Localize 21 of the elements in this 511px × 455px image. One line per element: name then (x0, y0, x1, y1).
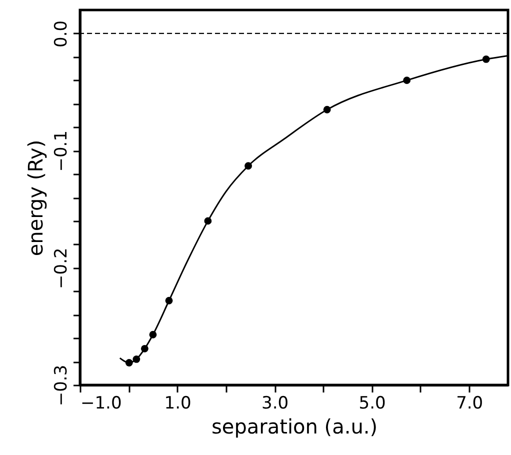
x-tick-label: 1.0 (164, 394, 192, 414)
x-tick-label: −1.0 (80, 394, 122, 414)
y-tick-label: −0.1 (52, 130, 72, 172)
y-tick-label: 0.0 (52, 20, 72, 48)
y-tick-label: −0.2 (52, 248, 72, 289)
point (323, 106, 331, 114)
point (125, 359, 133, 366)
point (149, 330, 157, 338)
point (482, 56, 490, 63)
point (140, 344, 148, 352)
x-tick-label: 7.0 (456, 394, 484, 414)
point (132, 356, 140, 363)
x-tick-label: 5.0 (358, 394, 386, 414)
point (244, 162, 252, 170)
x-tick-label: 3.0 (262, 394, 289, 414)
point (403, 76, 411, 84)
y-tick-label: −0.3 (52, 364, 72, 406)
point (204, 217, 212, 225)
y-axis-title: energy (Ry) (24, 140, 48, 256)
x-axis-title: separation (a.u.) (211, 414, 378, 438)
point (165, 296, 173, 304)
